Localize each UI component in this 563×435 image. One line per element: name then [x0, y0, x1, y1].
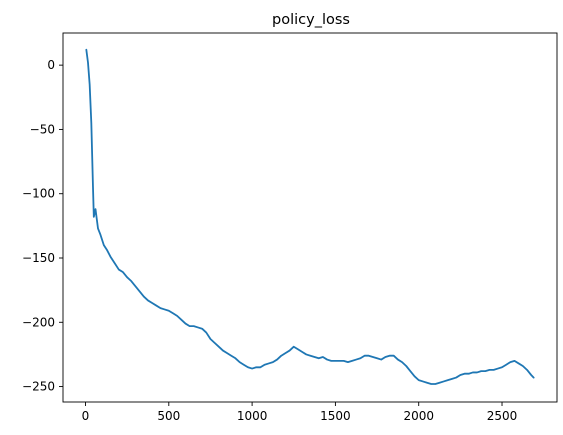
y-tick-label: −50	[30, 122, 55, 136]
x-tick-label: 2500	[487, 409, 518, 423]
series-line-0	[85, 48, 535, 385]
plot-area	[63, 33, 557, 402]
plot-frame	[62, 32, 558, 403]
x-tick-label: 2000	[403, 409, 434, 423]
x-tick-label: 500	[157, 409, 180, 423]
axes-layer: 0 500 1000 1500 2000 2500 0 −50 −100 −150 −200 −250	[22, 32, 558, 423]
y-tick-label: −150	[22, 251, 55, 265]
x-tick-label: 1500	[320, 409, 351, 423]
y-tick-label: −250	[22, 380, 55, 394]
y-tick-label: 0	[47, 58, 55, 72]
y-tick-label: −200	[22, 315, 55, 329]
series-layer	[85, 48, 535, 385]
x-tick-label: 0	[82, 409, 90, 423]
x-tick-label: 1000	[237, 409, 268, 423]
y-tick-label: −100	[22, 187, 55, 201]
chart-title: policy_loss	[272, 12, 350, 28]
